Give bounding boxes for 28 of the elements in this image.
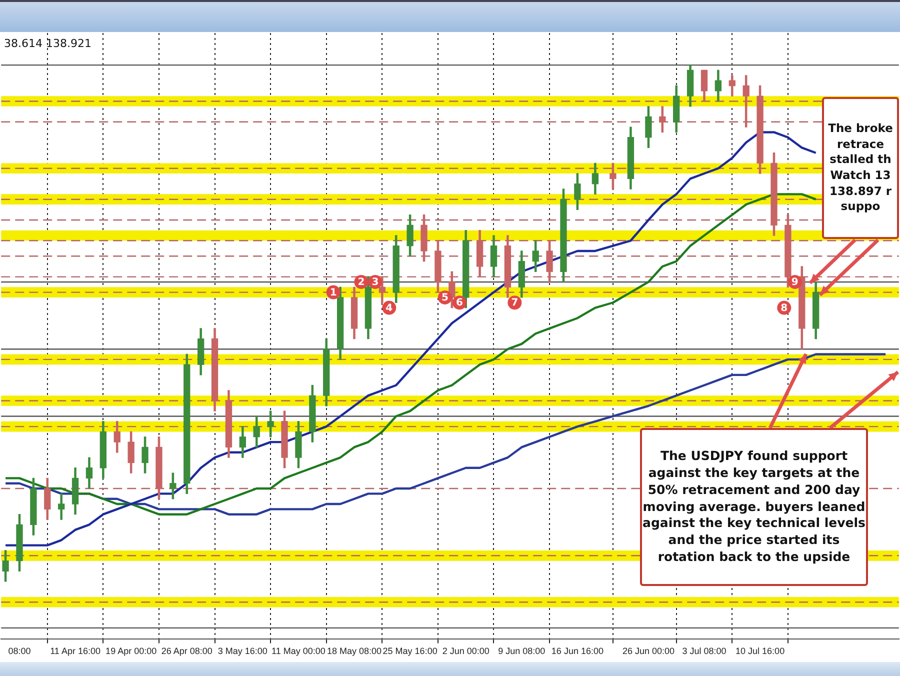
x-tick-label: 26 Jun 00:00 bbox=[622, 646, 674, 656]
x-tick-label: 3 May 16:00 bbox=[218, 646, 268, 656]
x-tick-label: 08:00 bbox=[8, 646, 31, 656]
x-tick-label: 19 Apr 00:00 bbox=[106, 646, 157, 656]
annotation: 2 bbox=[358, 277, 365, 288]
annotation: The broke retrace stalled th Watch 13 138.897 r suppo bbox=[828, 121, 893, 215]
x-tick-label: 26 Apr 08:00 bbox=[161, 646, 212, 656]
x-tick-label: 3 Jul 08:00 bbox=[682, 646, 726, 656]
x-tick-label: 9 Jun 08:00 bbox=[498, 646, 546, 656]
callout-box: The USDJPY found support against the key targets at the 50% retracement and 200 day moving average. buyers leaned against the key technical levels and the price started its rotation back to the upside bbox=[640, 428, 868, 586]
x-tick-label: 25 May 16:00 bbox=[382, 646, 438, 656]
annotation: 7 bbox=[511, 298, 518, 309]
annotation: 9 bbox=[791, 277, 798, 288]
annotation: The USDJPY found support against the key targets at the 50% retracement and 200 day moving average. buyers leaned against the key technical levels and the price started its rotation back to the upside bbox=[642, 448, 866, 566]
text: 38.614 138.921 bbox=[4, 36, 92, 52]
annotation: 6 bbox=[456, 298, 464, 309]
x-tick-label: 10 Jul 16:00 bbox=[736, 646, 785, 656]
x-tick-label: 16 Jun 16:00 bbox=[551, 646, 604, 656]
annotation: 4 bbox=[386, 302, 393, 314]
annotation: 1 bbox=[330, 287, 337, 298]
x-tick-label: 11 May 00:00 bbox=[272, 646, 326, 656]
x-tick-label: 18 May 08:00 bbox=[326, 646, 382, 656]
x-tick-label: 11 Apr 16:00 bbox=[50, 646, 100, 656]
annotation: 8 bbox=[780, 302, 788, 314]
annotation: 5 bbox=[441, 292, 448, 304]
callout-box: The broke retrace stalled th Watch 13 138.897 r suppo bbox=[822, 97, 899, 239]
x-tick-label: 2 Jun 00:00 bbox=[442, 646, 490, 656]
annotation: 3 bbox=[372, 277, 379, 288]
